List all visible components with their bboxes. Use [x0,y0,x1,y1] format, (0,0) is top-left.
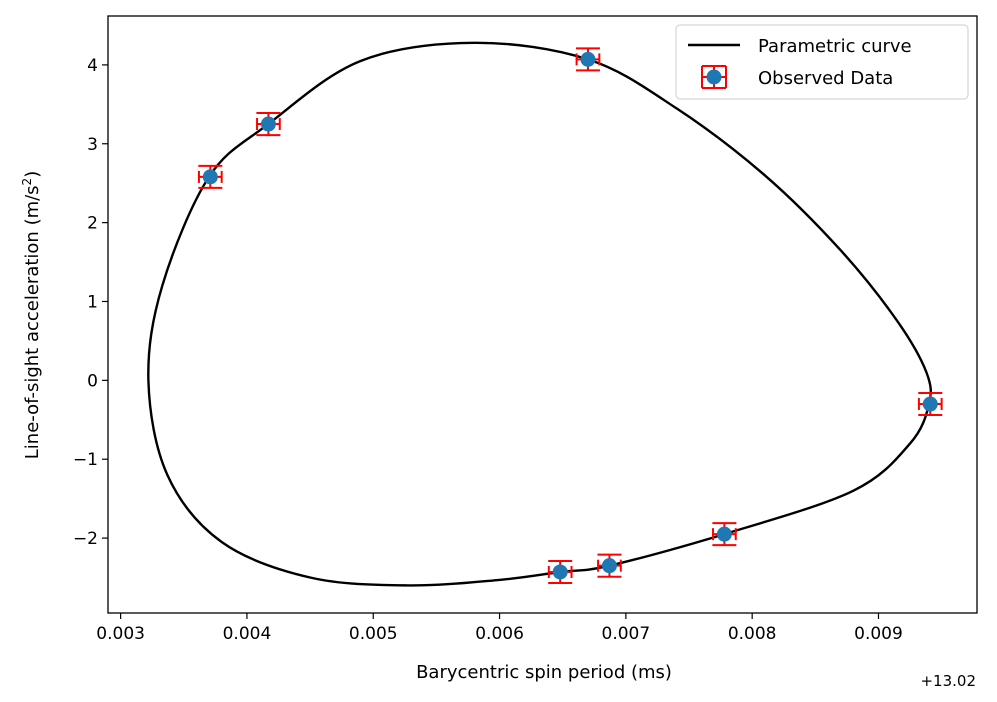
x-axis-label: Barycentric spin period (ms) [416,662,672,683]
y-tick-label: −1 [73,450,98,470]
y-axis: −2 −1 0 1 2 3 4 [73,56,108,549]
legend: Parametric curve Observed Data [675,24,969,100]
data-point-marker [552,564,568,580]
data-point-marker [260,116,276,132]
y-tick-label: 0 [87,371,98,391]
y-tick-label: 4 [87,56,98,76]
y-axis-label-main: Line-of-sight acceleration (m/s [22,185,43,459]
data-point-marker [580,51,596,67]
data-point [917,391,943,417]
data-point-marker [922,396,938,412]
plot-area [147,41,943,587]
y-tick-label: 3 [87,135,98,155]
x-axis: 0.003 0.004 0.005 0.006 0.007 0.008 0.009 [96,613,903,644]
y-tick-label: −2 [73,529,98,549]
x-tick-label: 0.006 [475,624,524,644]
y-axis-label: Line-of-sight acceleration (m/s2) [20,171,43,459]
legend-frame [675,24,969,100]
parametric-curve-line [147,41,932,587]
data-point [575,47,601,72]
y-tick-label: 1 [87,292,98,312]
x-tick-label: 0.005 [349,624,398,644]
x-tick-label: 0.009 [854,624,903,644]
legend-label-curve: Parametric curve [758,36,912,57]
x-tick-label: 0.007 [602,624,651,644]
axes-frame [107,15,978,614]
legend-label-data: Observed Data [758,68,893,89]
data-point [712,522,737,547]
y-axis-label-superscript: 2 [20,178,34,186]
x-tick-label: 0.003 [96,624,145,644]
data-point [197,164,223,189]
data-point-marker [716,526,732,542]
data-point-marker [202,169,218,185]
legend-errorbar-swatch [701,65,727,89]
y-axis-label-close: ) [22,171,43,178]
data-point [256,112,281,137]
x-offset-label: +13.02 [920,672,976,690]
legend-marker [706,69,722,85]
data-point [597,553,622,578]
x-tick-label: 0.008 [728,624,777,644]
data-point-marker [601,558,617,574]
y-tick-label: 2 [87,214,98,234]
data-point [547,559,573,585]
x-tick-label: 0.004 [223,624,272,644]
